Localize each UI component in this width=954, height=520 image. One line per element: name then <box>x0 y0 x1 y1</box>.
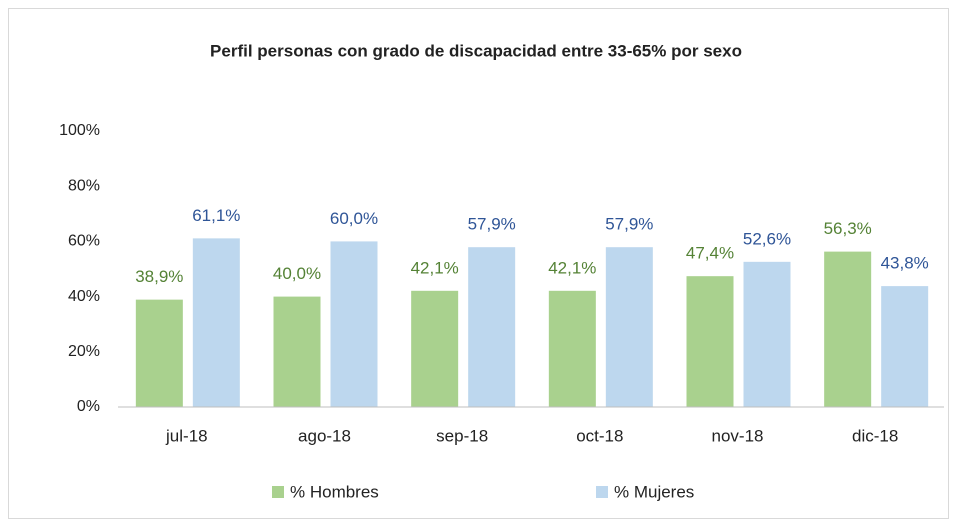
bar <box>605 247 653 407</box>
value-label: 42,1% <box>548 258 596 277</box>
value-label: 52,6% <box>743 229 791 248</box>
bar <box>881 286 929 407</box>
value-label: 57,9% <box>468 215 516 234</box>
value-label: 43,8% <box>881 254 929 273</box>
bar <box>192 238 240 407</box>
y-tick-label: 100% <box>59 122 100 139</box>
value-label: 38,9% <box>135 267 183 286</box>
x-tick-label: ago-18 <box>298 426 351 445</box>
x-tick-label: jul-18 <box>165 426 208 445</box>
bar <box>273 296 321 407</box>
value-label: 61,1% <box>192 206 240 225</box>
legend-swatch <box>272 486 284 498</box>
value-label: 57,9% <box>605 215 653 234</box>
x-tick-label: nov-18 <box>712 426 764 445</box>
bar <box>686 276 734 407</box>
chart-title: Perfil personas con grado de discapacida… <box>210 41 742 60</box>
y-tick-label: 20% <box>68 343 100 360</box>
y-tick-label: 60% <box>68 233 100 250</box>
x-tick-label: sep-18 <box>436 426 488 445</box>
bar <box>743 261 791 407</box>
y-tick-label: 0% <box>77 398 100 415</box>
value-label: 47,4% <box>686 244 734 263</box>
legend-label: % Mujeres <box>614 482 694 501</box>
y-tick-label: 80% <box>68 177 100 194</box>
bar <box>468 247 516 407</box>
legend-label: % Hombres <box>290 482 379 501</box>
legend-swatch <box>596 486 608 498</box>
value-label: 56,3% <box>824 219 872 238</box>
bar <box>411 290 459 407</box>
bar <box>548 290 596 407</box>
bar <box>330 241 378 407</box>
y-tick-label: 40% <box>68 288 100 305</box>
value-label: 60,0% <box>330 209 378 228</box>
value-label: 40,0% <box>273 264 321 283</box>
bar <box>135 299 183 407</box>
value-label: 42,1% <box>411 258 459 277</box>
x-tick-label: oct-18 <box>576 426 623 445</box>
bar <box>824 251 872 407</box>
x-tick-label: dic-18 <box>852 426 898 445</box>
